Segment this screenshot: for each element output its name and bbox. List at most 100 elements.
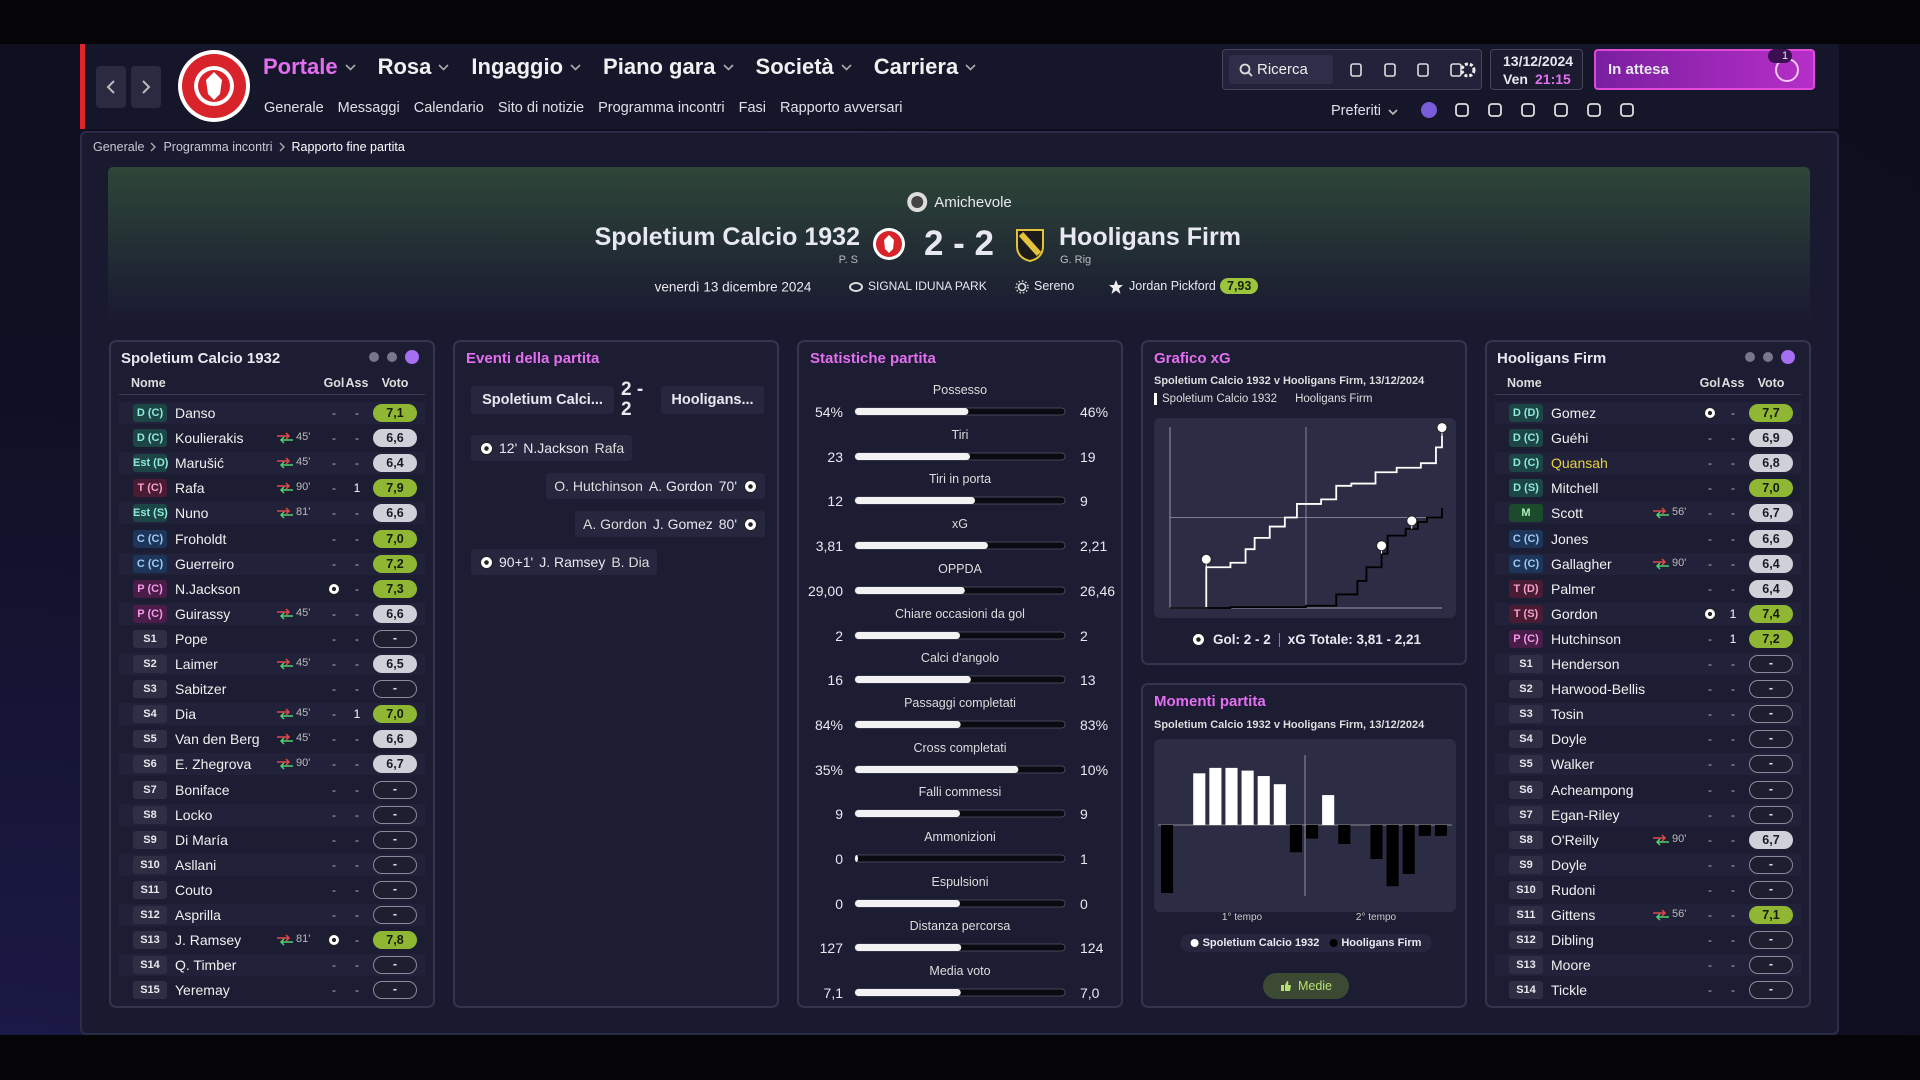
- player-name[interactable]: Asllani: [175, 856, 217, 873]
- stat-bar: [854, 809, 1066, 818]
- player-name[interactable]: Palmer: [1551, 580, 1596, 597]
- player-name[interactable]: Moore: [1551, 957, 1591, 974]
- assists: -: [355, 606, 359, 621]
- stat-bar: [854, 631, 1066, 639]
- player-name[interactable]: Asprilla: [175, 907, 221, 923]
- panel-dot[interactable]: [387, 352, 397, 362]
- row-bg: [1495, 979, 1801, 1002]
- player-name[interactable]: Guéhi: [1551, 430, 1589, 447]
- nav-item[interactable]: Rosa: [378, 54, 450, 80]
- stat-label: xG: [952, 517, 968, 532]
- legend-item: Hooligans Firm: [1287, 393, 1372, 405]
- player-name[interactable]: Walker: [1551, 756, 1595, 773]
- player-name[interactable]: Yeremay: [175, 982, 230, 999]
- averages-button[interactable]: Medie: [1263, 973, 1349, 999]
- rating: -: [373, 780, 417, 799]
- player-name[interactable]: Dia: [175, 706, 197, 723]
- player-name[interactable]: Boniface: [175, 781, 230, 798]
- row-bg: [1495, 627, 1801, 650]
- chevron-path: [345, 64, 356, 71]
- panel-dot[interactable]: [1781, 350, 1795, 364]
- player-name[interactable]: O'Reilly: [1551, 831, 1599, 848]
- player-name[interactable]: Jones: [1551, 530, 1589, 547]
- forward-button[interactable]: [131, 66, 161, 108]
- goals: -: [332, 531, 336, 546]
- player-name[interactable]: Rudoni: [1551, 881, 1596, 898]
- nav-item[interactable]: Portale: [263, 54, 356, 80]
- player-name[interactable]: Nuno: [175, 505, 209, 522]
- player-name[interactable]: Froholdt: [175, 530, 227, 547]
- sub-nav-item[interactable]: Generale: [264, 100, 324, 116]
- search-button[interactable]: Ricerca: [1229, 55, 1333, 84]
- player-name[interactable]: J. Ramsey: [175, 932, 242, 949]
- player-name[interactable]: Q. Timber: [175, 957, 237, 974]
- player-name[interactable]: Gomez: [1551, 405, 1597, 421]
- player-name[interactable]: Guerreiro: [175, 555, 235, 572]
- player-name[interactable]: Locko: [175, 806, 213, 823]
- player-name[interactable]: Quansah: [1551, 455, 1608, 472]
- sub-icon: [277, 658, 293, 670]
- stat-label: Falli commessi: [918, 785, 1002, 800]
- assists: -: [1731, 456, 1735, 471]
- player-name[interactable]: Acheampong: [1551, 781, 1634, 798]
- player-name[interactable]: Harwood-Bellis: [1551, 681, 1646, 698]
- chevron-path: [570, 64, 581, 71]
- player-name[interactable]: Marušić: [175, 455, 225, 472]
- player-name[interactable]: Dibling: [1551, 932, 1594, 949]
- player-name[interactable]: Pope: [175, 630, 208, 647]
- panel-dot[interactable]: [1745, 352, 1755, 362]
- breadcrumb-item[interactable]: Generale: [93, 140, 145, 154]
- player-name[interactable]: Doyle: [1551, 731, 1587, 748]
- player-name[interactable]: Tickle: [1551, 982, 1588, 999]
- player-name[interactable]: Laimer: [175, 656, 218, 672]
- player-name[interactable]: Di María: [175, 831, 228, 848]
- favorite-icon: [1455, 103, 1469, 117]
- back-button[interactable]: [96, 66, 126, 108]
- breadcrumb-item[interactable]: Programma incontri: [163, 140, 273, 154]
- sub-in: [1655, 838, 1669, 846]
- player-name[interactable]: Gittens: [1551, 907, 1596, 923]
- player-name[interactable]: E. Zhegrova: [175, 756, 252, 773]
- goal-icon: [743, 517, 757, 531]
- player-name[interactable]: N.Jackson: [175, 580, 241, 597]
- player-name[interactable]: Rafa: [175, 480, 205, 497]
- player-name[interactable]: Egan-Riley: [1551, 806, 1620, 823]
- panel-dot[interactable]: [369, 352, 379, 362]
- event-assist: O. Hutchinson: [554, 478, 643, 494]
- away-team-tab[interactable]: Hooligans...: [661, 386, 764, 414]
- sub-nav-item[interactable]: Sito di notizie: [497, 100, 585, 116]
- player-name[interactable]: Sabitzer: [175, 681, 227, 698]
- nav-item[interactable]: Ingaggio: [471, 54, 581, 80]
- player-name[interactable]: Henderson: [1551, 656, 1620, 672]
- player-name[interactable]: Scott: [1551, 505, 1583, 522]
- player-name[interactable]: Gordon: [1551, 605, 1598, 622]
- player-name[interactable]: Doyle: [1551, 856, 1587, 873]
- sub-nav-item[interactable]: Rapporto avversari: [780, 100, 903, 116]
- player-name[interactable]: Couto: [175, 881, 213, 898]
- sub-nav-item[interactable]: Calendario: [413, 100, 484, 116]
- player-name[interactable]: Van den Berg: [175, 731, 260, 748]
- home-team-tab[interactable]: Spoletium Calci...: [471, 386, 614, 414]
- favorites[interactable]: Preferiti: [1331, 103, 1381, 119]
- panel-dot[interactable]: [1763, 352, 1773, 362]
- assists: -: [1731, 857, 1735, 872]
- match-header: [108, 167, 1810, 321]
- panel-dot[interactable]: [405, 350, 419, 364]
- player-name[interactable]: Gallagher: [1551, 555, 1612, 572]
- nav-item[interactable]: Carriera: [874, 54, 976, 80]
- nav-item[interactable]: Società: [756, 54, 852, 80]
- player-name[interactable]: Tosin: [1551, 706, 1584, 723]
- nav-item[interactable]: Piano gara: [603, 54, 734, 80]
- player-name[interactable]: Hutchinson: [1551, 630, 1622, 647]
- sub-nav-item[interactable]: Messaggi: [337, 100, 400, 116]
- player-name[interactable]: Guirassy: [175, 605, 231, 622]
- player-name[interactable]: Koulierakis: [175, 430, 244, 447]
- player-name[interactable]: Mitchell: [1551, 480, 1599, 497]
- status-button[interactable]: In attesa 1: [1594, 49, 1815, 90]
- player-name[interactable]: Danso: [175, 405, 216, 421]
- sub-nav-item[interactable]: Programma incontri: [598, 100, 725, 116]
- sub-nav-item[interactable]: Fasi: [738, 100, 767, 116]
- assists: -: [1731, 882, 1735, 897]
- sub-out: [277, 457, 291, 465]
- crest-mark: [884, 235, 894, 253]
